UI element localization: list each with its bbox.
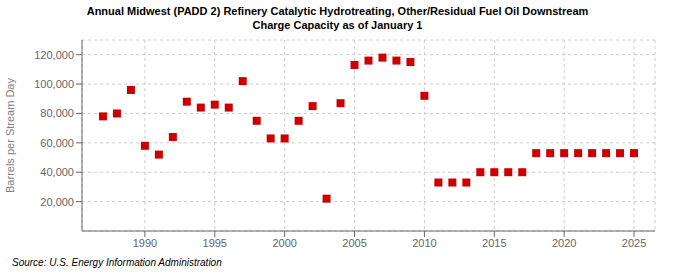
svg-text:2005: 2005 xyxy=(342,237,366,249)
svg-text:2015: 2015 xyxy=(482,237,506,249)
html-text:Charge Capacity as of January: Charge Capacity as of January 1 xyxy=(252,19,423,31)
svg-text:Barrels per Stream Day: Barrels per Stream Day xyxy=(8,78,16,193)
svg-text:100,000: 100,000 xyxy=(34,78,74,90)
svg-text:40,000: 40,000 xyxy=(40,166,74,178)
svg-text:60,000: 60,000 xyxy=(40,137,74,149)
svg-text:80,000: 80,000 xyxy=(40,107,74,119)
svg-text:2025: 2025 xyxy=(622,237,646,249)
svg-text:1995: 1995 xyxy=(203,237,227,249)
html-text:Source: U.S. Energy Informatio: Source: U.S. Energy Information Administ… xyxy=(12,257,222,268)
svg-text:1990: 1990 xyxy=(133,237,157,249)
svg-text:2020: 2020 xyxy=(552,237,576,249)
svg-text:120,000: 120,000 xyxy=(34,49,74,61)
svg-text:20,000: 20,000 xyxy=(40,196,74,208)
html-text:Annual Midwest (PADD 2) Refine: Annual Midwest (PADD 2) Refinery Catalyt… xyxy=(86,5,589,17)
svg-text:2010: 2010 xyxy=(412,237,436,249)
svg-text:2000: 2000 xyxy=(272,237,296,249)
